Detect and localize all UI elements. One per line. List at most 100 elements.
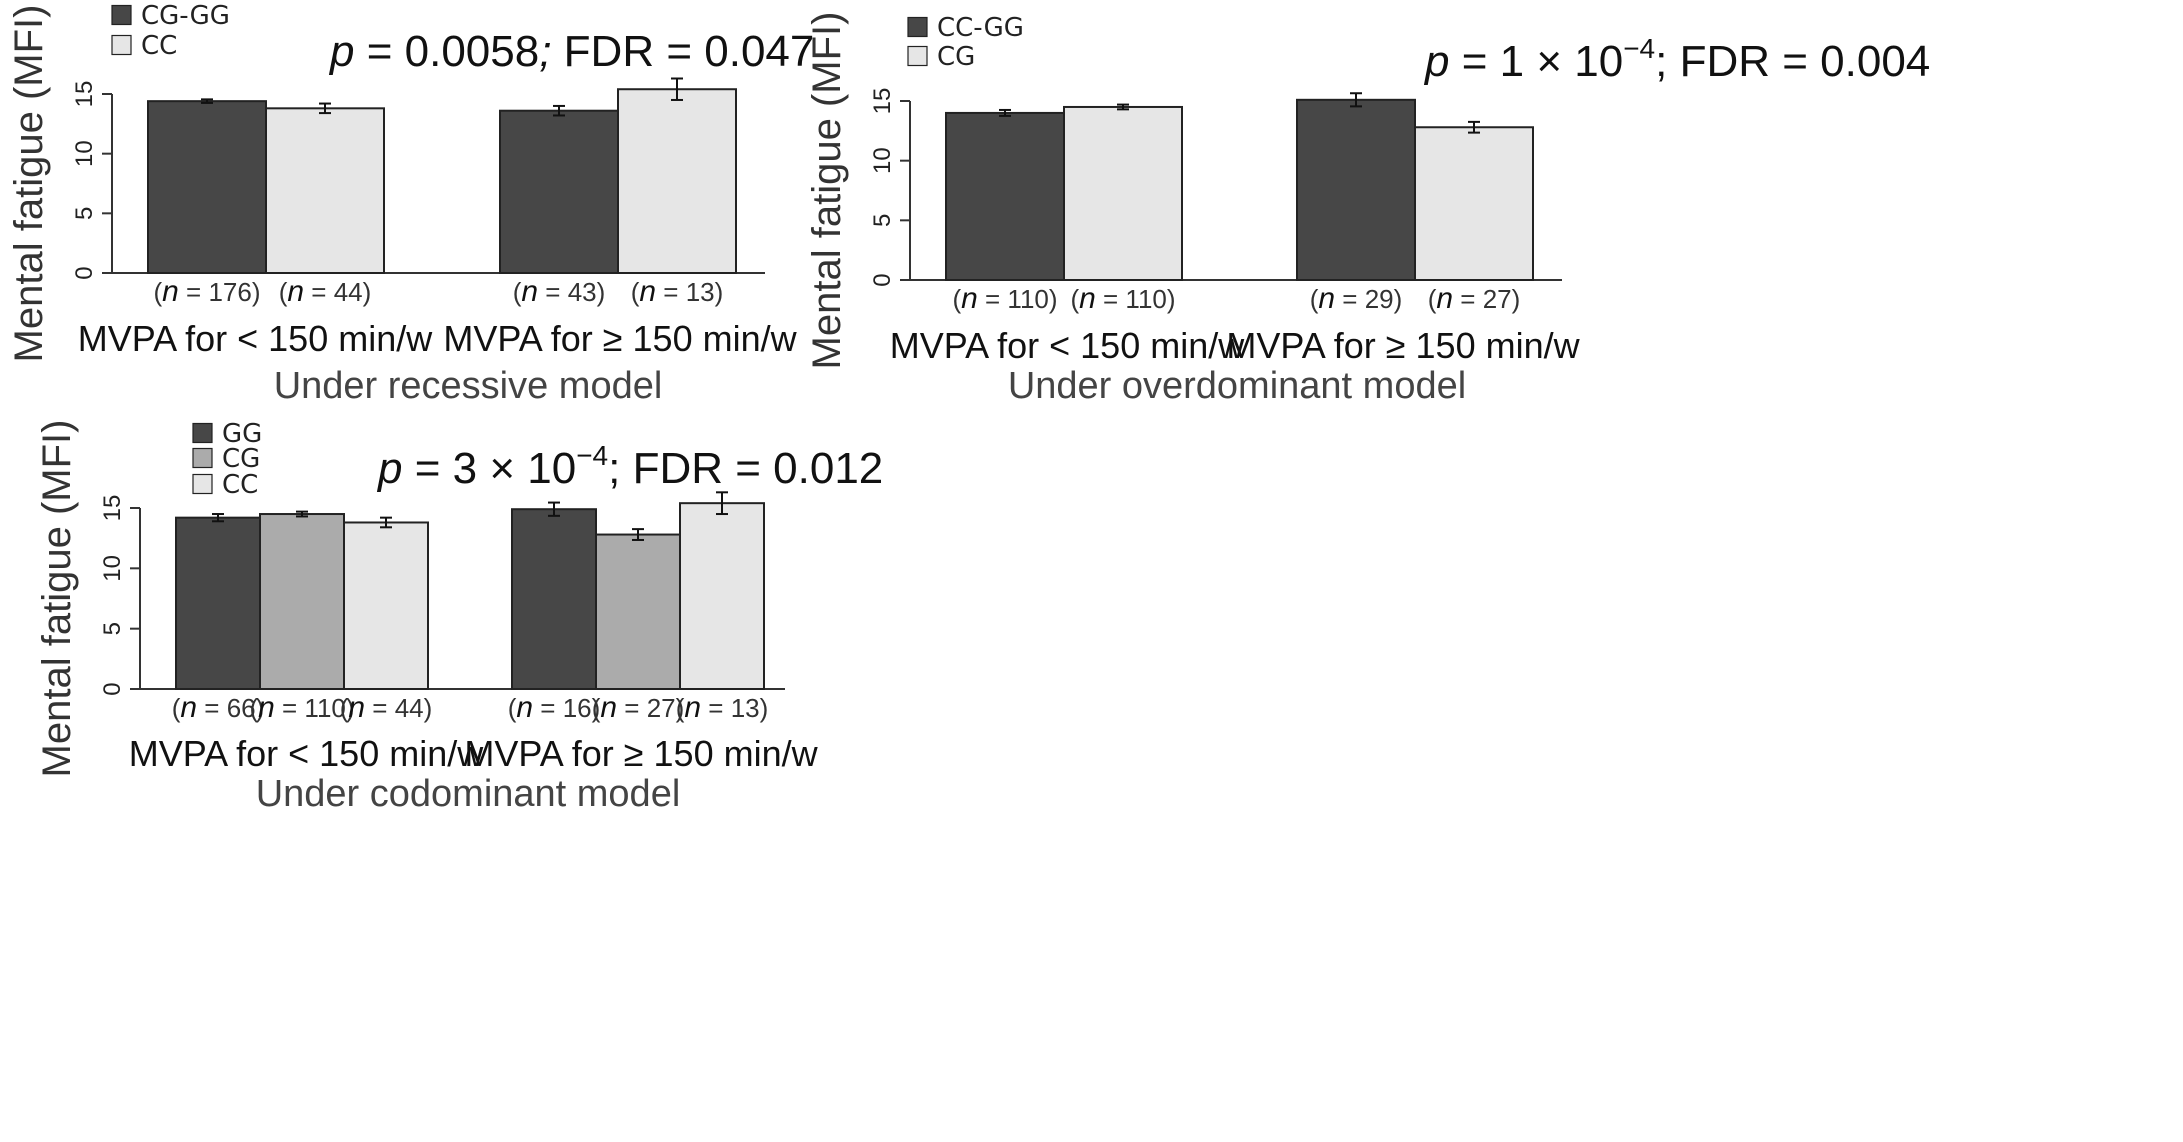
p-value: = 0.0058 — [354, 27, 539, 76]
n-value: = 29 — [1335, 284, 1394, 314]
sample-size-label: (n = 43) — [513, 275, 606, 308]
bar-cc-gg — [1296, 98, 1416, 281]
n-symbol: n — [348, 691, 365, 724]
n-value: = 43 — [538, 277, 597, 307]
y-tick-label: 15 — [71, 81, 98, 108]
legend-label: CG-GG — [141, 1, 230, 31]
fdr-value: FDR = 0.047 — [551, 27, 814, 76]
fdr-value: FDR = 0.004 — [1667, 37, 1930, 86]
group-label: MVPA for ≥ 150 min/w — [443, 318, 797, 359]
p-symbol: p — [328, 27, 354, 76]
y-tick-label: 10 — [71, 140, 98, 167]
bar-cg-gg — [147, 100, 267, 274]
n-value: = 176 — [179, 277, 252, 307]
bar-cg — [259, 513, 345, 690]
p-value: = 1 × 10 — [1449, 37, 1623, 86]
y-tick-label: 0 — [71, 266, 98, 279]
bar-cc-gg — [945, 111, 1065, 281]
n-symbol: n — [258, 691, 275, 724]
legend-label: CC — [222, 470, 258, 500]
y-tick-label: 10 — [869, 147, 896, 174]
n-open: ( — [513, 277, 522, 307]
n-close: ) — [1049, 284, 1058, 314]
bar-cg — [595, 533, 681, 691]
n-symbol: n — [1318, 282, 1335, 315]
bar-cc — [343, 521, 429, 690]
y-tick-label: 5 — [71, 207, 98, 220]
n-close: ) — [1394, 284, 1403, 314]
n-close: ) — [1512, 284, 1521, 314]
bar-cg-gg — [499, 109, 619, 274]
n-value: = 110 — [978, 284, 1049, 314]
legend-swatch — [111, 4, 132, 26]
sample-size-label: (n = 176) — [153, 275, 260, 308]
group-label: MVPA for ≥ 150 min/w — [1226, 325, 1580, 366]
n-value: = 13 — [701, 693, 760, 723]
n-close: ) — [1167, 284, 1176, 314]
stat-annotation: p = 0.0058; FDR = 0.047 — [328, 27, 814, 76]
y-tick-label: 15 — [99, 495, 126, 522]
n-close: ) — [592, 693, 601, 723]
p-symbol: p — [376, 444, 402, 493]
y-tick-label: 5 — [869, 214, 896, 227]
bar-gg — [175, 516, 261, 690]
n-open: ( — [952, 284, 961, 314]
sample-size-label: (n = 27) — [592, 691, 685, 724]
n-close: ) — [252, 277, 261, 307]
stat-separator: ; — [608, 444, 620, 493]
n-open: ( — [592, 693, 601, 723]
sample-size-label: (n = 66) — [172, 691, 265, 724]
n-value: = 110 — [275, 693, 346, 723]
n-close: ) — [597, 277, 606, 307]
p-symbol: p — [1423, 37, 1449, 86]
n-value: = 16 — [533, 693, 592, 723]
sample-size-label: (n = 16) — [508, 691, 601, 724]
n-symbol: n — [180, 691, 197, 724]
p-exponent: −4 — [1623, 33, 1655, 64]
panel-title: Under codominant model — [256, 773, 681, 815]
n-close: ) — [256, 693, 265, 723]
fdr-value: FDR = 0.012 — [620, 444, 883, 493]
n-open: ( — [1428, 284, 1437, 314]
n-close: ) — [346, 693, 355, 723]
y-tick-label: 0 — [99, 682, 126, 695]
panel-title: Under recessive model — [274, 365, 663, 407]
sample-size-label: (n = 44) — [279, 275, 372, 308]
n-open: ( — [508, 693, 517, 723]
legend-swatch — [907, 45, 928, 67]
bar-cc — [679, 502, 765, 690]
n-value: = 27 — [617, 693, 676, 723]
legend-swatch — [192, 447, 213, 469]
n-open: ( — [172, 693, 181, 723]
n-value: = 66 — [197, 693, 256, 723]
n-open: ( — [676, 693, 685, 723]
n-open: ( — [1310, 284, 1319, 314]
n-close: ) — [760, 693, 769, 723]
sample-size-label: (n = 13) — [631, 275, 724, 308]
p-exponent: −4 — [576, 440, 608, 471]
y-axis-label: Mental fatigue (MFI) — [35, 420, 79, 778]
n-symbol: n — [516, 691, 533, 724]
n-symbol: n — [287, 275, 304, 308]
legend-swatch — [111, 34, 132, 56]
p-value: = 3 × 10 — [402, 444, 576, 493]
n-open: ( — [153, 277, 162, 307]
stat-separator: ; — [1655, 37, 1667, 86]
y-tick-label: 0 — [869, 273, 896, 286]
bar-cg — [1414, 126, 1534, 282]
n-symbol: n — [684, 691, 701, 724]
y-axis-label: Mental fatigue (MFI) — [805, 12, 849, 370]
stat-annotation: p = 1 × 10−4; FDR = 0.004 — [1423, 33, 1930, 86]
n-value: = 110 — [1096, 284, 1167, 314]
n-symbol: n — [162, 275, 179, 308]
n-close: ) — [715, 277, 724, 307]
sample-size-label: (n = 27) — [1428, 282, 1521, 315]
sample-size-label: (n = 44) — [340, 691, 433, 724]
panel-title: Under overdominant model — [1008, 365, 1466, 407]
group-label: MVPA for < 150 min/w — [78, 318, 433, 359]
n-open: ( — [340, 693, 349, 723]
n-close: ) — [676, 693, 685, 723]
stat-annotation: p = 3 × 10−4; FDR = 0.012 — [376, 440, 883, 493]
legend-label: CG — [937, 42, 975, 72]
